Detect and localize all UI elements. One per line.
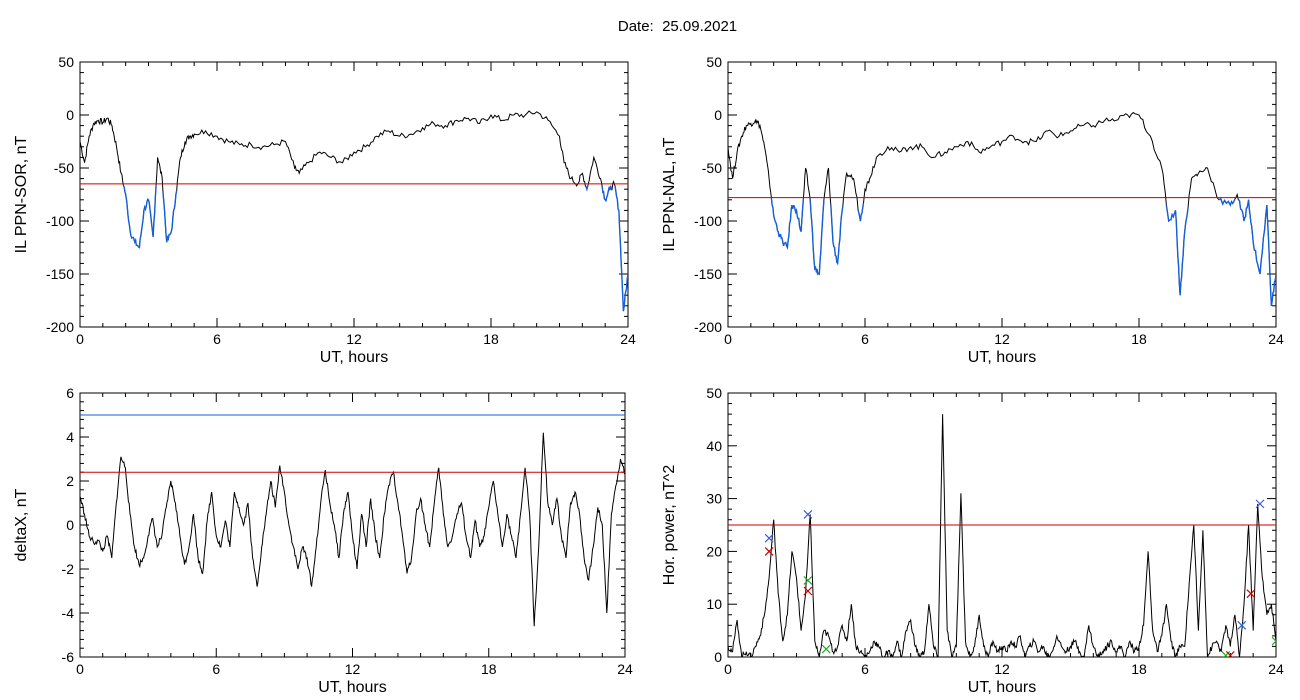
date-label: Date: (617, 18, 654, 35)
date-value: 25.09.2021 (662, 18, 738, 35)
marker-green-x-icon (1221, 650, 1231, 657)
y-tick-label: 2 (66, 473, 74, 489)
below-threshold-segment (1165, 205, 1189, 296)
below-threshold-segment (1237, 199, 1276, 306)
x-tick-label: 18 (483, 331, 499, 347)
y-tick-label: 0 (66, 517, 74, 533)
y-tick-label: -150 (46, 266, 74, 282)
y-tick-label: 50 (706, 54, 722, 70)
x-axis-label: UT, hours (968, 349, 1036, 366)
plot-area (80, 110, 628, 312)
y-tick-label: -50 (702, 160, 722, 176)
below-threshold-segment (770, 197, 805, 250)
x-axis-label: UT, hours (320, 349, 388, 366)
below-threshold-segment (162, 190, 178, 243)
y-axis-label: IL PPN-NAL, nT (661, 137, 678, 251)
plot-area (728, 414, 1276, 657)
below-threshold-segment (601, 185, 613, 203)
panel-hor-power: 0 6 12 18 24 0 10 20 30 40 50 UT, hours Hor. power, … (661, 385, 1284, 696)
x-tick-label: 0 (724, 661, 732, 677)
x-tick-label: 0 (76, 331, 84, 347)
marker-blue-x-icon (1237, 620, 1247, 630)
x-tick-label: 24 (620, 331, 636, 347)
x-tick-label: 12 (345, 661, 361, 677)
y-tick-label: -150 (694, 266, 722, 282)
below-threshold-segment (857, 202, 865, 222)
y-tick-label: -2 (62, 561, 75, 577)
panel-ppn-sor: 0 6 12 18 24 -200 -150 -100 -50 0 50 UT, hours IL PP… (13, 54, 636, 366)
series-line-hor-power (728, 414, 1276, 657)
marker-blue-x-icon (764, 533, 774, 543)
x-tick-label: 18 (1131, 661, 1147, 677)
y-tick-label: -50 (54, 160, 74, 176)
marker-red-x-icon (1246, 589, 1256, 599)
marker-red-x-icon (764, 546, 774, 556)
y-tick-label: 50 (58, 54, 74, 70)
y-tick-label: -100 (694, 213, 722, 229)
marker-red-x-icon (803, 586, 813, 596)
y-axis-label: IL PPN-SOR, nT (13, 135, 30, 253)
below-threshold-segment (1218, 197, 1236, 207)
series-line-ppn-sor (80, 110, 628, 312)
plot-frame (79, 61, 629, 328)
y-tick-label: 0 (714, 107, 722, 123)
below-threshold-segment (830, 204, 844, 266)
y-tick-label: -100 (46, 213, 74, 229)
y-tick-label: 40 (706, 438, 722, 454)
x-tick-label: 18 (481, 661, 497, 677)
y-axis-label: deltaX, nT (13, 488, 30, 561)
y-axis-label: Hor. power, nT^2 (661, 465, 678, 586)
below-threshold-segment (122, 184, 157, 249)
below-threshold-segment (809, 199, 825, 276)
y-tick-label: -4 (62, 605, 75, 621)
x-tick-label: 24 (1268, 331, 1284, 347)
marker-green-x-icon (803, 576, 813, 585)
x-tick-label: 24 (617, 661, 633, 677)
x-axis-label: UT, hours (968, 679, 1036, 696)
chart-date-title: Date: 25.09.2021 (0, 18, 1300, 35)
y-tick-label: -200 (694, 319, 722, 335)
marker-green-x-icon (1271, 636, 1276, 646)
y-tick-label: -200 (46, 319, 74, 335)
series-line-deltax (80, 432, 625, 627)
y-tick-label: 50 (706, 385, 722, 401)
plot-area (80, 414, 625, 627)
x-tick-label: 6 (861, 661, 869, 677)
plot-area (728, 111, 1276, 306)
panel-ppn-nal: 0 6 12 18 24 -200 -150 -100 -50 0 50 UT, hours IL PP… (661, 54, 1284, 366)
marker-blue-x-icon (1255, 499, 1265, 509)
x-tick-label: 6 (861, 331, 869, 347)
x-tick-label: 0 (724, 331, 732, 347)
y-tick-label: 4 (66, 429, 74, 445)
x-tick-label: 12 (994, 661, 1010, 677)
marker-blue-x-icon (803, 510, 813, 519)
y-tick-label: -6 (62, 649, 75, 665)
y-tick-label: 0 (714, 649, 722, 665)
y-tick-label: 0 (66, 107, 74, 123)
x-axis-label: UT, hours (318, 679, 386, 696)
below-threshold-segment (614, 186, 628, 312)
x-tick-label: 24 (1268, 661, 1284, 677)
y-tick-label: 10 (706, 596, 722, 612)
y-tick-label: 20 (706, 543, 722, 559)
marker-green-x-icon (821, 644, 831, 654)
x-tick-label: 6 (212, 661, 220, 677)
plot-frame (727, 61, 1277, 328)
below-threshold-segment (584, 184, 589, 192)
x-tick-label: 12 (994, 331, 1010, 347)
y-tick-label: 6 (66, 385, 74, 401)
x-tick-label: 12 (346, 331, 362, 347)
y-tick-label: 30 (706, 491, 722, 507)
x-tick-label: 0 (76, 661, 84, 677)
marker-red-x-icon (1225, 650, 1235, 657)
x-tick-label: 6 (213, 331, 221, 347)
x-tick-label: 18 (1131, 331, 1147, 347)
